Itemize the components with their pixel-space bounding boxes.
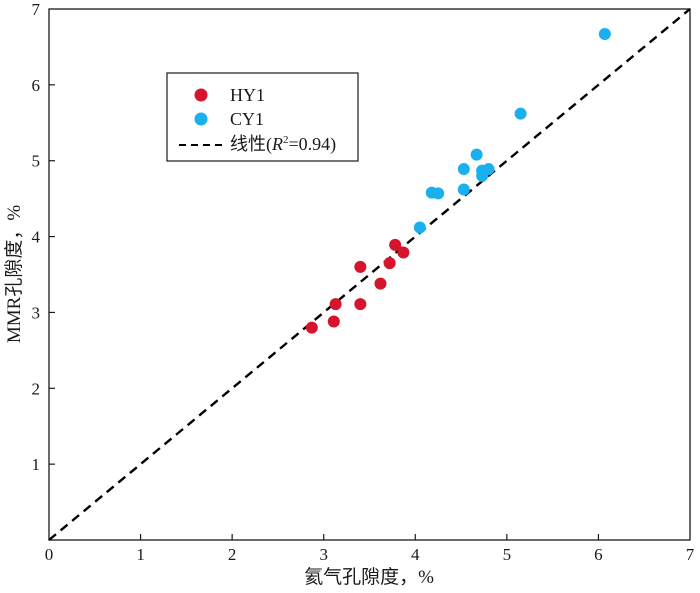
point-hy1	[397, 246, 410, 259]
x-tick-label: 5	[503, 545, 512, 564]
y-tick-label: 6	[32, 76, 41, 95]
point-cy1	[598, 28, 611, 41]
legend: HY1 CY1 线性(R2=0.94)	[166, 72, 359, 162]
point-hy1	[389, 238, 402, 251]
point-cy1	[457, 183, 470, 196]
y-axis-ticks: 1 2 3 4 5 6 7	[32, 0, 55, 474]
x-tick-label: 0	[45, 545, 54, 564]
x-tick-label: 4	[411, 545, 420, 564]
point-hy1	[305, 321, 318, 334]
point-cy1	[413, 221, 426, 234]
x-tick-label: 3	[319, 545, 328, 564]
point-hy1	[383, 257, 396, 270]
point-hy1	[354, 260, 367, 273]
y-tick-label: 1	[32, 455, 41, 474]
legend-marker-hy1	[194, 88, 208, 102]
data-points	[305, 28, 611, 334]
x-tick-label: 6	[594, 545, 603, 564]
legend-label-fit-line: 线性(R2=0.94)	[230, 134, 336, 155]
y-tick-label: 4	[32, 228, 41, 247]
point-cy1	[482, 163, 495, 176]
point-cy1	[470, 148, 483, 161]
y-tick-label: 3	[32, 303, 41, 322]
legend-label-cy1: CY1	[230, 109, 264, 129]
point-hy1	[329, 298, 342, 311]
point-cy1	[432, 187, 445, 200]
point-hy1	[327, 315, 340, 328]
point-cy1	[457, 163, 470, 176]
point-hy1	[354, 298, 367, 311]
legend-label-hy1: HY1	[230, 85, 265, 105]
y-tick-label: 5	[32, 152, 41, 171]
y-tick-label: 7	[32, 0, 41, 19]
point-cy1	[514, 107, 527, 120]
x-tick-label: 7	[686, 545, 695, 564]
x-axis-ticks: 0 1 2 3 4 5 6 7	[45, 534, 695, 564]
y-tick-label: 2	[32, 379, 41, 398]
point-hy1	[374, 277, 387, 290]
plot-frame	[48, 8, 691, 541]
legend-marker-cy1	[194, 112, 208, 126]
x-tick-label: 2	[228, 545, 237, 564]
y-axis-title: MMR孔隙度，%	[3, 205, 25, 343]
linear-fit-line	[48, 8, 691, 541]
x-tick-label: 1	[136, 545, 145, 564]
x-axis-title: 氦气孔隙度，%	[304, 566, 434, 588]
